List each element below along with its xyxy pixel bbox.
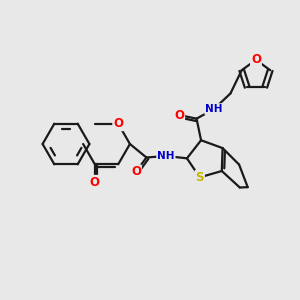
- Text: O: O: [113, 117, 123, 130]
- Text: O: O: [251, 53, 261, 66]
- Text: O: O: [174, 109, 184, 122]
- Text: O: O: [131, 165, 141, 178]
- Text: S: S: [196, 171, 204, 184]
- Text: O: O: [90, 176, 100, 189]
- Text: NH: NH: [205, 104, 223, 114]
- Text: NH: NH: [157, 151, 175, 161]
